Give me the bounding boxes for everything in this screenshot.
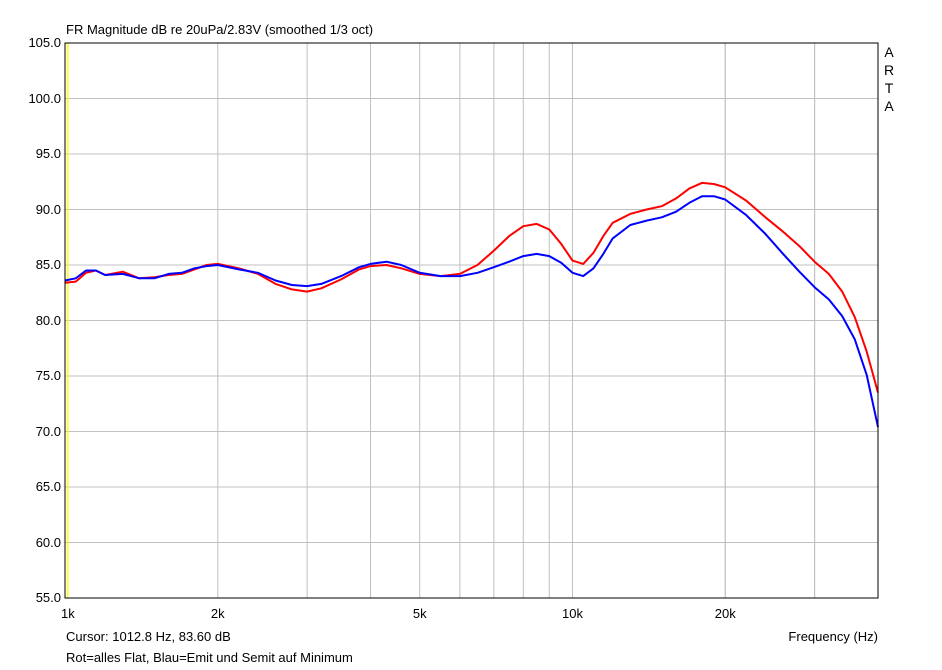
y-tick-label: 65.0 (35, 479, 61, 494)
y-tick-label: 55.0 (35, 590, 61, 605)
y-tick-label: 100.0 (28, 90, 61, 106)
series-group (64, 181, 879, 428)
legend-text: Rot=alles Flat, Blau=Emit und Semit auf … (66, 650, 353, 665)
x-tick-label: 2k (210, 606, 225, 621)
y-tick-label: 85.0 (35, 257, 61, 272)
y-tick-label: 105.0 (28, 35, 61, 50)
y-tick-label: 80.0 (35, 312, 61, 328)
watermark-letter: T (884, 80, 894, 96)
x-tick-label: 10k (561, 606, 583, 621)
grid (64, 42, 879, 599)
watermark-letter: A (884, 98, 894, 114)
watermark-letter: R (883, 62, 895, 78)
chart-title: FR Magnitude dB re 20uPa/2.83V (smoothed… (66, 22, 374, 37)
y-tick-label: 90.0 (35, 201, 61, 217)
x-tick-label: 1k (61, 606, 75, 621)
y-tick-label: 95.0 (35, 146, 61, 161)
plot-frame (64, 42, 879, 599)
y-tick-label: 70.0 (35, 423, 61, 439)
watermark-letter: A (884, 44, 894, 60)
cursor-readout: Cursor: 1012.8 Hz, 83.60 dB (66, 629, 231, 644)
x-tick-label: 5k (412, 606, 427, 621)
series-line-min (64, 195, 879, 428)
series-line-flat (64, 181, 879, 393)
y-tick-label: 75.0 (35, 368, 61, 383)
y-tick-label: 60.0 (35, 534, 61, 550)
x-axis-label: Frequency (Hz) (788, 629, 878, 644)
x-tick-label: 20k (714, 606, 736, 621)
